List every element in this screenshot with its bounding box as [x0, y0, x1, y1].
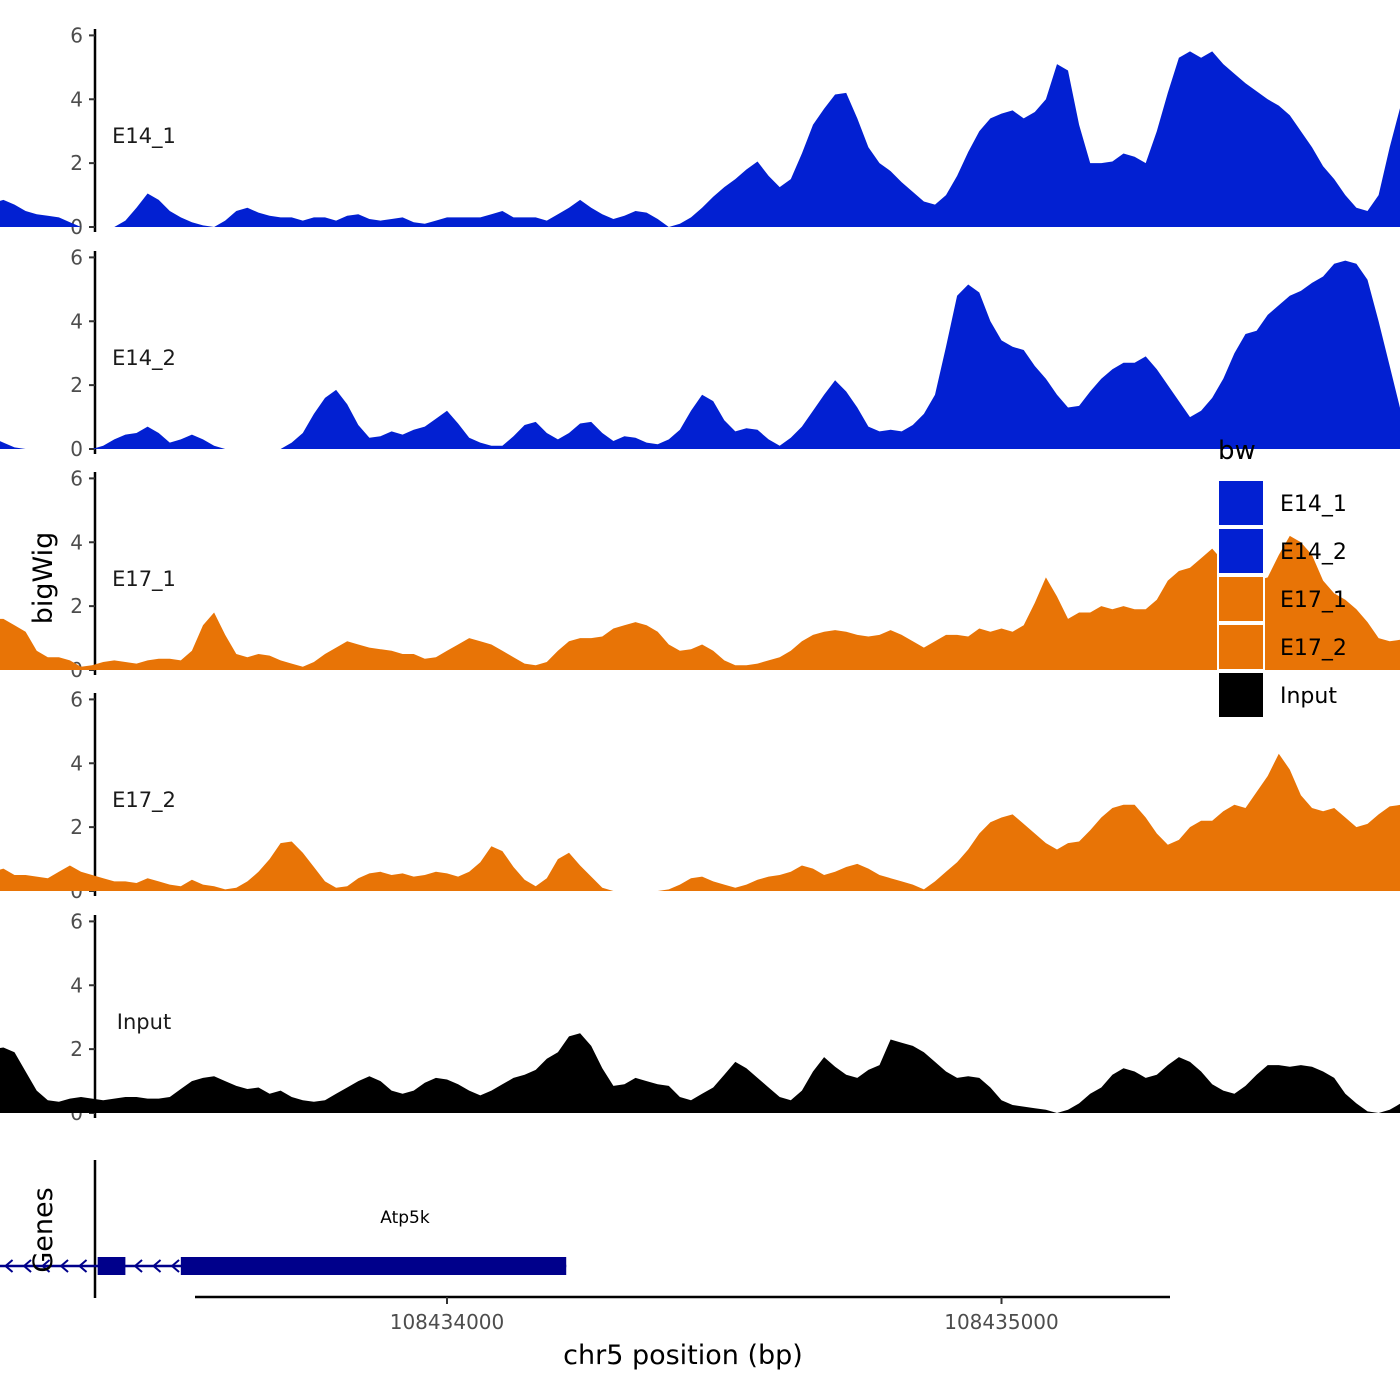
- track-label: E17_2: [112, 788, 176, 813]
- y-tick-label: 6: [70, 23, 83, 47]
- gene-exon: [97, 1257, 126, 1275]
- legend-title: bw: [1218, 436, 1256, 466]
- y-tick-label: 2: [70, 594, 83, 618]
- gene-exon: [250, 1257, 567, 1275]
- strand-arrow: [41, 1259, 51, 1273]
- x-tick-label: 108435000: [944, 1310, 1059, 1334]
- strand-arrow: [78, 1259, 88, 1273]
- track-E17_1: 0246E17_1: [0, 466, 1400, 682]
- legend-label: E17_1: [1280, 588, 1347, 613]
- legend-label: E14_2: [1280, 540, 1347, 565]
- track-label: E17_1: [112, 567, 176, 592]
- legend-swatch: [1217, 575, 1265, 623]
- tracks-layer: 0246E14_10246E14_20246E17_10246E17_20246…: [0, 23, 1400, 1125]
- y-tick-label: 2: [70, 1037, 83, 1061]
- legend-items: E14_1 E14_2 E17_1 E17_2 Input: [1217, 479, 1347, 719]
- x-axis: 108434000108435000108436000: [195, 1295, 1170, 1334]
- y-tick-label: 4: [70, 530, 83, 554]
- strand-arrow: [133, 1259, 143, 1273]
- y-tick-label: 4: [70, 309, 83, 333]
- y-tick-label: 6: [70, 909, 83, 933]
- genes-axis-title: Genes: [28, 1187, 59, 1272]
- genes-track: Atp5k: [0, 1160, 567, 1298]
- legend: bw E14_1 E14_2 E17_1 E17_2 Input: [1217, 436, 1347, 719]
- y-tick-label: 6: [70, 687, 83, 711]
- gene-label: Atp5k: [380, 1208, 430, 1228]
- x-axis-title: chr5 position (bp): [563, 1340, 803, 1371]
- track-label: Input: [117, 1010, 171, 1034]
- y-tick-label: 4: [70, 973, 83, 997]
- track-E14_2: 0 2 4 6 E14_2: [0, 245, 1400, 461]
- legend-label: E17_2: [1280, 636, 1347, 661]
- legend-swatch: [1217, 527, 1265, 575]
- strand-arrow: [170, 1259, 180, 1273]
- legend-swatch: [1217, 623, 1265, 671]
- y-tick-label: 2: [70, 815, 83, 839]
- y-axis-title: bigWig: [28, 532, 59, 625]
- signal-area: [0, 1033, 1400, 1113]
- track-Input: 0246Input: [0, 909, 1400, 1125]
- gene-exon: [180, 1257, 256, 1275]
- y-tick-label: 0: [70, 437, 83, 461]
- signal-area: [0, 753, 1400, 891]
- y-tick-label: 4: [70, 87, 83, 111]
- legend-label: Input: [1280, 684, 1337, 709]
- legend-swatch: [1217, 479, 1265, 527]
- strand-arrow: [22, 1259, 32, 1273]
- signal-area: [0, 535, 1400, 670]
- legend-swatch: [1217, 671, 1265, 719]
- y-tick-label: 6: [70, 245, 83, 269]
- strand-arrow: [152, 1259, 162, 1273]
- track-label: E14_1: [112, 124, 176, 149]
- y-tick-label: 6: [70, 466, 83, 490]
- track-E17_2: 0246E17_2: [0, 687, 1400, 903]
- strand-arrow: [4, 1259, 14, 1273]
- y-tick-label: 2: [70, 373, 83, 397]
- y-tick-label: 4: [70, 751, 83, 775]
- y-tick-label: 2: [70, 151, 83, 175]
- x-tick-label: 108434000: [390, 1310, 505, 1334]
- legend-label: E14_1: [1280, 492, 1347, 517]
- signal-area: [0, 260, 1400, 449]
- track-label: E14_2: [112, 346, 176, 371]
- strand-arrow: [59, 1259, 69, 1273]
- signal-area: [0, 51, 1400, 227]
